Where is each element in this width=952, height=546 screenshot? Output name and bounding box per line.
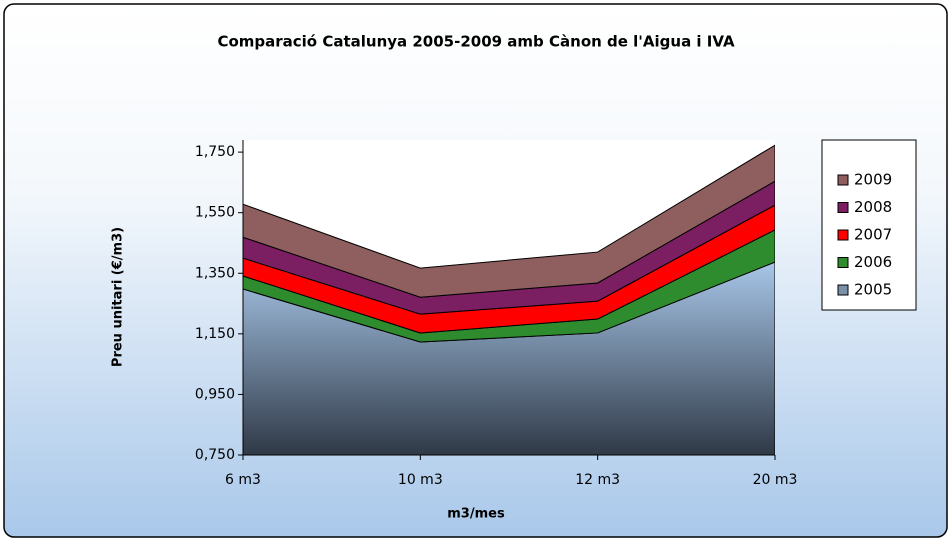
y-tick-label: 1,750 xyxy=(195,144,235,160)
y-tick-label: 0,750 xyxy=(195,447,235,463)
legend-label: 2006 xyxy=(854,253,892,271)
y-axis-title: Preu unitari (€/m3) xyxy=(111,227,126,367)
legend-label: 2009 xyxy=(854,171,892,189)
legend-label: 2007 xyxy=(854,226,892,244)
legend-swatch xyxy=(837,174,849,186)
legend xyxy=(821,139,917,311)
legend-swatch xyxy=(837,284,849,296)
y-tick-label: 1,350 xyxy=(195,265,235,281)
y-tick-label: 0,950 xyxy=(195,386,235,402)
legend-label: 2005 xyxy=(854,281,892,299)
legend-swatch xyxy=(837,229,849,241)
x-tick-label: 10 m3 xyxy=(398,472,443,488)
legend-swatch xyxy=(837,257,849,268)
y-tick-label: 1,150 xyxy=(195,326,235,342)
chart-title: Comparació Catalunya 2005-2009 amb Cànon… xyxy=(217,33,735,51)
legend-swatch xyxy=(837,202,849,213)
x-axis-title: m3/mes xyxy=(447,507,505,522)
x-tick-label: 12 m3 xyxy=(575,472,620,488)
x-tick-label: 6 m3 xyxy=(225,472,261,488)
y-tick-label: 1,550 xyxy=(195,205,235,221)
legend-label: 2008 xyxy=(854,198,892,216)
x-tick-label: 20 m3 xyxy=(753,472,798,488)
area xyxy=(243,144,775,298)
